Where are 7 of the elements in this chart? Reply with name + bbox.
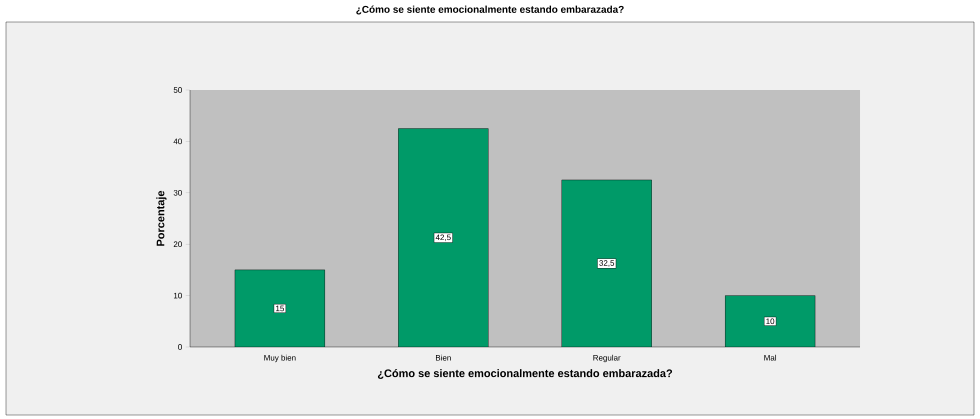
y-axis-title: Porcentaje	[156, 190, 167, 246]
bar	[234, 270, 325, 347]
bar	[562, 180, 652, 347]
chart-title: ¿Cómo se siente emocionalmente estando embarazada?	[356, 5, 624, 14]
bar	[398, 128, 488, 347]
bar	[724, 295, 816, 347]
x-axis-title: ¿Cómo se siente emocionalmente estando embarazada?	[378, 369, 672, 379]
